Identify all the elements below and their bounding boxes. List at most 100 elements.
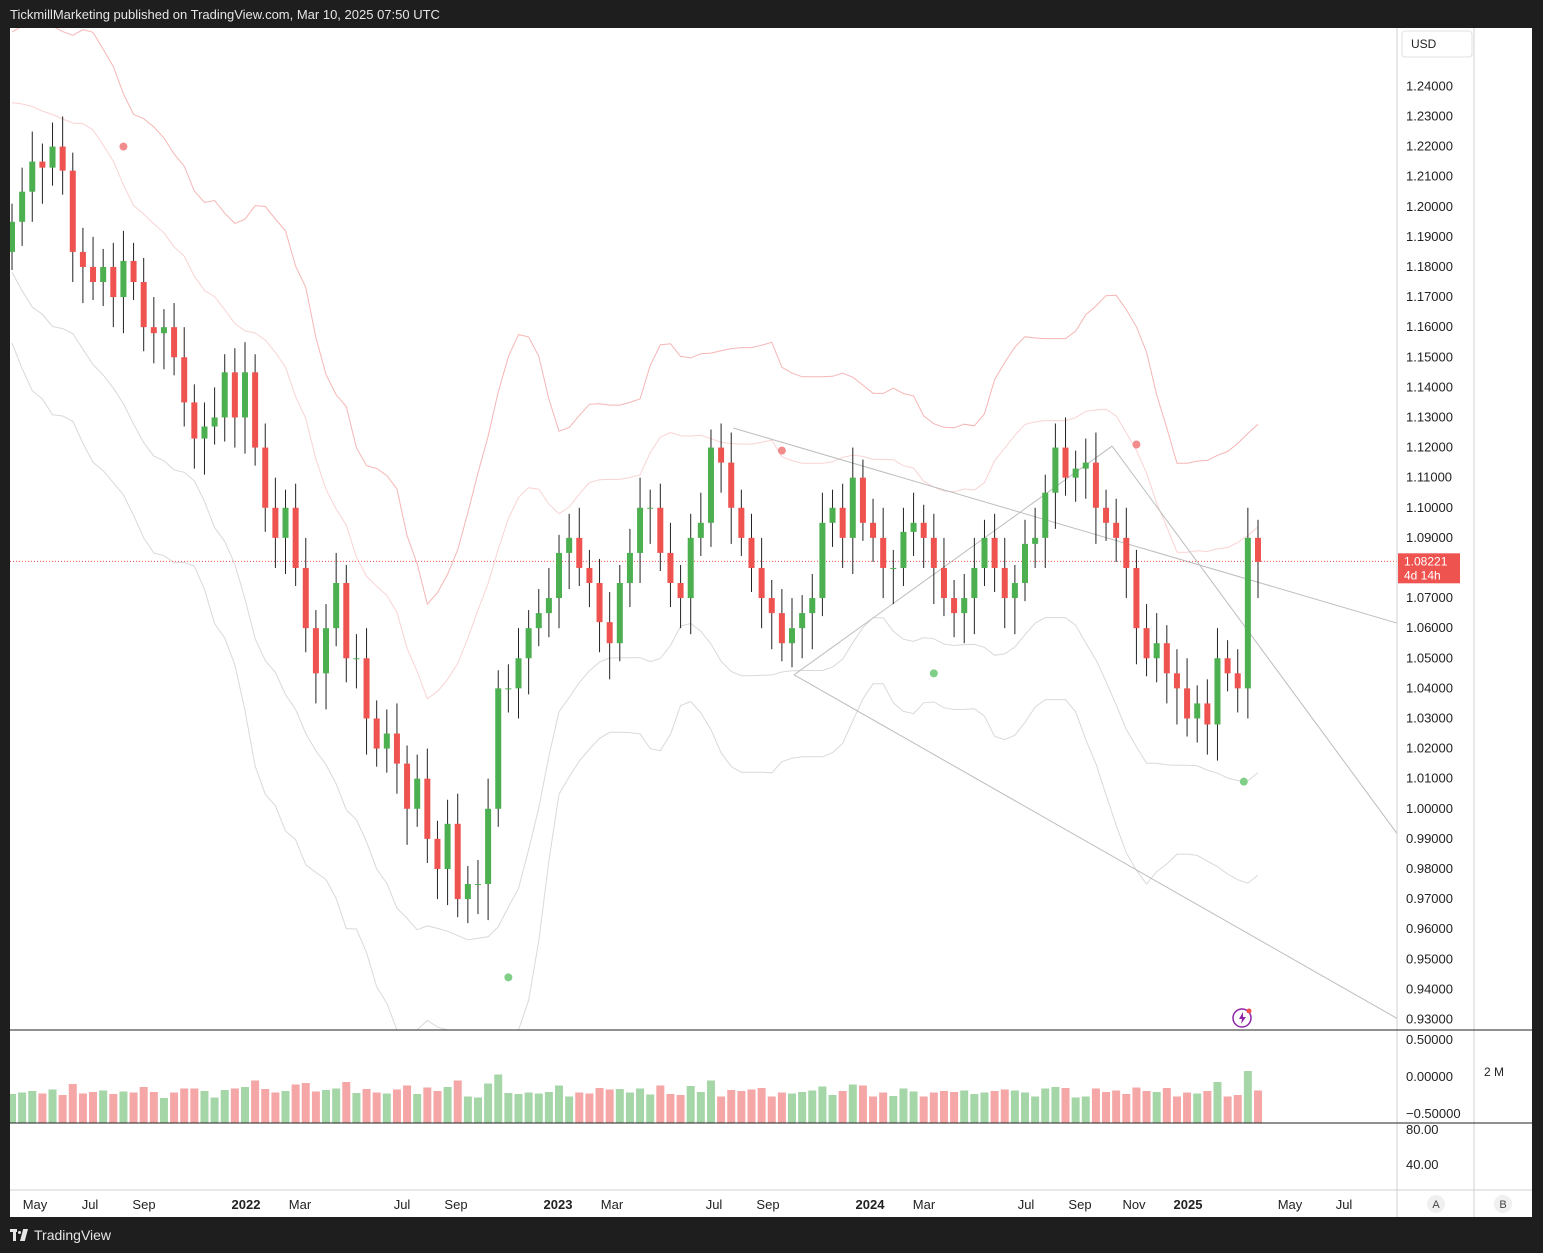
- time-axis-label: Nov: [1122, 1197, 1146, 1212]
- candle-down: [606, 622, 613, 644]
- candle-down: [181, 357, 188, 403]
- top-bar: TickmillMarketing published on TradingVi…: [0, 0, 1543, 28]
- volume-bar: [798, 1092, 807, 1123]
- chart-frame[interactable]: USD 1.24000 1.23000 1.22000 1.21000 1.20000 1.…: [8, 22, 1532, 1217]
- volume-bar: [463, 1096, 472, 1123]
- candle-up: [474, 884, 481, 886]
- volume-bar: [1233, 1095, 1242, 1123]
- candle-up: [282, 507, 289, 538]
- volume-bar: [78, 1093, 87, 1123]
- volume-bar: [1162, 1088, 1171, 1123]
- volume-bar: [575, 1092, 584, 1123]
- volume-bar: [625, 1092, 634, 1123]
- price-tick-label: 1.05000: [1406, 650, 1453, 665]
- b-button[interactable]: [1494, 1195, 1512, 1213]
- candle-up: [1052, 447, 1059, 493]
- candle-up: [829, 507, 836, 523]
- candle-down: [1163, 643, 1170, 674]
- volume-bar: [58, 1095, 67, 1123]
- volume-bar: [808, 1090, 817, 1123]
- candle-down: [778, 613, 785, 644]
- price-tick-label: 1.24000: [1406, 78, 1453, 93]
- candle-up: [9, 221, 15, 252]
- volume-bar: [1223, 1096, 1232, 1123]
- volume-bar: [939, 1091, 948, 1123]
- publisher-text: TickmillMarketing published on TradingVi…: [10, 7, 440, 22]
- volume-bar: [200, 1091, 209, 1123]
- trend-lines-layer: [10, 427, 1398, 1019]
- chart-svg[interactable]: USD 1.24000 1.23000 1.22000 1.21000 1.20000 1.…: [8, 22, 1532, 1217]
- volume-bar: [99, 1090, 108, 1123]
- auto-scale-label[interactable]: A: [1432, 1199, 1440, 1211]
- volume-bar: [1132, 1087, 1141, 1123]
- candle-down: [79, 251, 86, 267]
- indicator1-tick-label: −0.50000: [1406, 1106, 1461, 1121]
- volume-bar: [1213, 1082, 1222, 1123]
- trend-line: [733, 427, 1397, 624]
- candle-down: [1062, 447, 1069, 478]
- volume-bar: [717, 1096, 726, 1123]
- volume-bar: [473, 1097, 482, 1123]
- candle-down: [880, 537, 887, 568]
- candle-up: [19, 191, 26, 222]
- price-tick-label: 0.95000: [1406, 951, 1453, 966]
- volume-bar: [676, 1095, 685, 1123]
- markers-layer: [119, 142, 1248, 982]
- candle-down: [748, 537, 755, 568]
- lightning-bolt-icon[interactable]: [1232, 1008, 1252, 1028]
- b-button-label[interactable]: B: [1499, 1199, 1506, 1211]
- volume-bar: [170, 1092, 179, 1123]
- auto-scale-button[interactable]: [1427, 1195, 1445, 1213]
- volume-bar: [190, 1088, 199, 1123]
- volume-bar: [403, 1085, 412, 1123]
- candle-down: [576, 537, 583, 568]
- volume-bar: [1172, 1096, 1181, 1123]
- volume-bar: [757, 1088, 766, 1123]
- volume-bar: [970, 1094, 979, 1123]
- candle-down: [951, 598, 958, 614]
- volume-bar: [980, 1092, 989, 1123]
- candle-up: [29, 161, 36, 192]
- volume-bar: [109, 1094, 118, 1123]
- volume-bar: [433, 1091, 442, 1123]
- volume-bar: [1183, 1092, 1192, 1123]
- lower-band-inner: [11, 272, 1259, 941]
- price-tick-label: 0.98000: [1406, 861, 1453, 876]
- candle-up: [616, 583, 623, 644]
- volume-bar: [413, 1094, 422, 1123]
- time-axis-label: Jul: [1336, 1197, 1353, 1212]
- candle-down: [1001, 567, 1008, 599]
- time-axis-label: Mar: [601, 1197, 624, 1212]
- volume-bar: [68, 1084, 77, 1123]
- candle-down: [859, 477, 866, 523]
- candle-up: [383, 733, 390, 749]
- candle-up: [221, 372, 228, 418]
- indicator2-tick-label: 40.00: [1406, 1157, 1439, 1172]
- volume-bar: [139, 1087, 148, 1123]
- volume-bar: [1203, 1091, 1212, 1123]
- trend-line: [1111, 445, 1398, 834]
- candle-up: [1214, 658, 1221, 725]
- currency-button-label[interactable]: USD: [1411, 37, 1437, 51]
- volume-bar: [1041, 1088, 1050, 1123]
- candle-up: [1042, 492, 1049, 538]
- volume-bar: [382, 1093, 391, 1123]
- tradingview-logo[interactable]: TradingView: [10, 1227, 111, 1243]
- tradingview-logo-icon: [10, 1229, 28, 1241]
- candle-up: [1072, 468, 1079, 478]
- volume-bar: [747, 1089, 756, 1123]
- candle-down: [991, 537, 998, 568]
- volume-bar: [240, 1087, 249, 1123]
- volume-bar: [899, 1088, 908, 1123]
- candle-up: [485, 808, 492, 885]
- volume-bar: [261, 1089, 270, 1123]
- volume-bar: [18, 1092, 27, 1123]
- bottom-bar: TradingView: [0, 1217, 1543, 1253]
- candle-down: [292, 507, 299, 568]
- candle-up: [505, 688, 512, 690]
- candle-up: [120, 260, 127, 298]
- time-axis-label: 2023: [544, 1197, 573, 1212]
- countdown-label: 4d 14h: [1404, 568, 1441, 582]
- candle-up: [789, 628, 796, 644]
- currency-button[interactable]: [1401, 30, 1473, 58]
